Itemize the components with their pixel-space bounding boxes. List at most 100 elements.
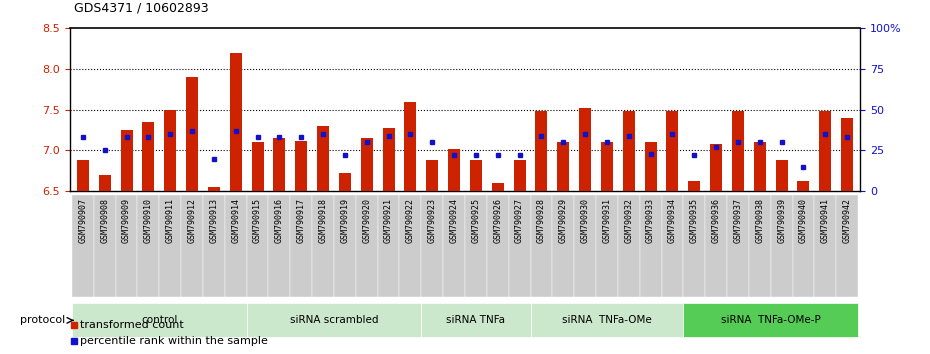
Text: GSM790907: GSM790907 bbox=[78, 198, 87, 243]
Text: protocol: protocol bbox=[20, 315, 65, 325]
Text: GSM790933: GSM790933 bbox=[646, 198, 655, 243]
Bar bbox=[536, 112, 548, 191]
Bar bbox=[711, 144, 722, 191]
Bar bbox=[754, 142, 765, 191]
Text: GSM790909: GSM790909 bbox=[122, 198, 131, 243]
Bar bbox=[356, 195, 378, 297]
Bar bbox=[623, 112, 635, 191]
Bar bbox=[181, 195, 203, 297]
Bar bbox=[513, 160, 525, 191]
Bar bbox=[186, 77, 198, 191]
Text: GSM790922: GSM790922 bbox=[405, 198, 415, 243]
Text: GSM790930: GSM790930 bbox=[580, 198, 590, 243]
Bar bbox=[203, 195, 225, 297]
Text: GSM790926: GSM790926 bbox=[493, 198, 502, 243]
Text: GSM790936: GSM790936 bbox=[711, 198, 721, 243]
Bar bbox=[618, 195, 640, 297]
Text: GSM790939: GSM790939 bbox=[777, 198, 786, 243]
Bar bbox=[290, 195, 312, 297]
Bar bbox=[688, 181, 700, 191]
Text: GSM790921: GSM790921 bbox=[384, 198, 393, 243]
Bar bbox=[815, 195, 836, 297]
Bar bbox=[819, 112, 831, 191]
Text: GSM790923: GSM790923 bbox=[428, 198, 437, 243]
Bar bbox=[77, 160, 89, 191]
Text: GSM790916: GSM790916 bbox=[275, 198, 284, 243]
Bar bbox=[705, 195, 727, 297]
Bar bbox=[269, 195, 290, 297]
Bar bbox=[225, 195, 246, 297]
Bar bbox=[142, 122, 154, 191]
Bar bbox=[749, 195, 771, 297]
Text: GSM790935: GSM790935 bbox=[690, 198, 698, 243]
Bar bbox=[552, 195, 574, 297]
Bar bbox=[640, 195, 661, 297]
Text: siRNA TNFa: siRNA TNFa bbox=[446, 315, 505, 325]
Text: siRNA scrambled: siRNA scrambled bbox=[290, 315, 379, 325]
Bar bbox=[72, 303, 246, 337]
Bar bbox=[644, 142, 657, 191]
Bar bbox=[509, 195, 530, 297]
Bar bbox=[684, 195, 705, 297]
Text: percentile rank within the sample: percentile rank within the sample bbox=[80, 336, 268, 346]
Bar bbox=[317, 126, 329, 191]
Bar bbox=[727, 195, 749, 297]
Text: GSM790931: GSM790931 bbox=[603, 198, 611, 243]
Bar bbox=[596, 195, 618, 297]
Text: GSM790911: GSM790911 bbox=[166, 198, 175, 243]
Bar bbox=[486, 195, 509, 297]
Bar bbox=[836, 195, 858, 297]
Text: GSM790929: GSM790929 bbox=[559, 198, 568, 243]
Bar bbox=[448, 149, 460, 191]
Bar bbox=[72, 195, 94, 297]
Bar bbox=[99, 175, 111, 191]
Text: siRNA  TNFa-OMe-P: siRNA TNFa-OMe-P bbox=[721, 315, 820, 325]
Bar bbox=[312, 195, 334, 297]
Text: siRNA  TNFa-OMe: siRNA TNFa-OMe bbox=[562, 315, 652, 325]
Text: GDS4371 / 10602893: GDS4371 / 10602893 bbox=[74, 1, 209, 14]
Bar bbox=[295, 141, 307, 191]
Bar bbox=[776, 160, 788, 191]
Bar bbox=[94, 195, 115, 297]
Bar bbox=[208, 187, 219, 191]
Text: GSM790942: GSM790942 bbox=[843, 198, 852, 243]
Text: GSM790915: GSM790915 bbox=[253, 198, 262, 243]
Text: GSM790908: GSM790908 bbox=[100, 198, 109, 243]
Bar bbox=[470, 160, 482, 191]
Bar bbox=[601, 142, 613, 191]
Bar bbox=[444, 195, 465, 297]
Bar bbox=[421, 303, 530, 337]
Text: GSM790941: GSM790941 bbox=[821, 198, 830, 243]
Bar bbox=[421, 195, 444, 297]
Text: GSM790917: GSM790917 bbox=[297, 198, 306, 243]
Text: GSM790924: GSM790924 bbox=[449, 198, 458, 243]
Text: GSM790934: GSM790934 bbox=[668, 198, 677, 243]
Text: GSM790937: GSM790937 bbox=[734, 198, 742, 243]
Bar bbox=[251, 142, 263, 191]
Bar bbox=[792, 195, 815, 297]
Bar bbox=[165, 110, 176, 191]
Bar bbox=[121, 130, 133, 191]
Bar bbox=[400, 195, 421, 297]
Text: GSM790938: GSM790938 bbox=[755, 198, 764, 243]
Bar bbox=[492, 183, 504, 191]
Text: GSM790914: GSM790914 bbox=[232, 198, 240, 243]
Bar bbox=[273, 138, 286, 191]
Text: GSM790928: GSM790928 bbox=[537, 198, 546, 243]
Bar bbox=[841, 118, 853, 191]
Text: transformed count: transformed count bbox=[80, 320, 184, 330]
Text: GSM790925: GSM790925 bbox=[472, 198, 481, 243]
Bar bbox=[159, 195, 181, 297]
Text: control: control bbox=[141, 315, 178, 325]
Bar bbox=[574, 195, 596, 297]
Text: GSM790927: GSM790927 bbox=[515, 198, 525, 243]
Text: GSM790920: GSM790920 bbox=[362, 198, 371, 243]
Bar bbox=[138, 195, 159, 297]
Bar bbox=[246, 195, 269, 297]
Bar bbox=[465, 195, 486, 297]
Bar bbox=[361, 138, 373, 191]
Text: GSM790912: GSM790912 bbox=[188, 198, 196, 243]
Text: GSM790913: GSM790913 bbox=[209, 198, 219, 243]
Bar bbox=[378, 195, 400, 297]
Bar bbox=[115, 195, 138, 297]
